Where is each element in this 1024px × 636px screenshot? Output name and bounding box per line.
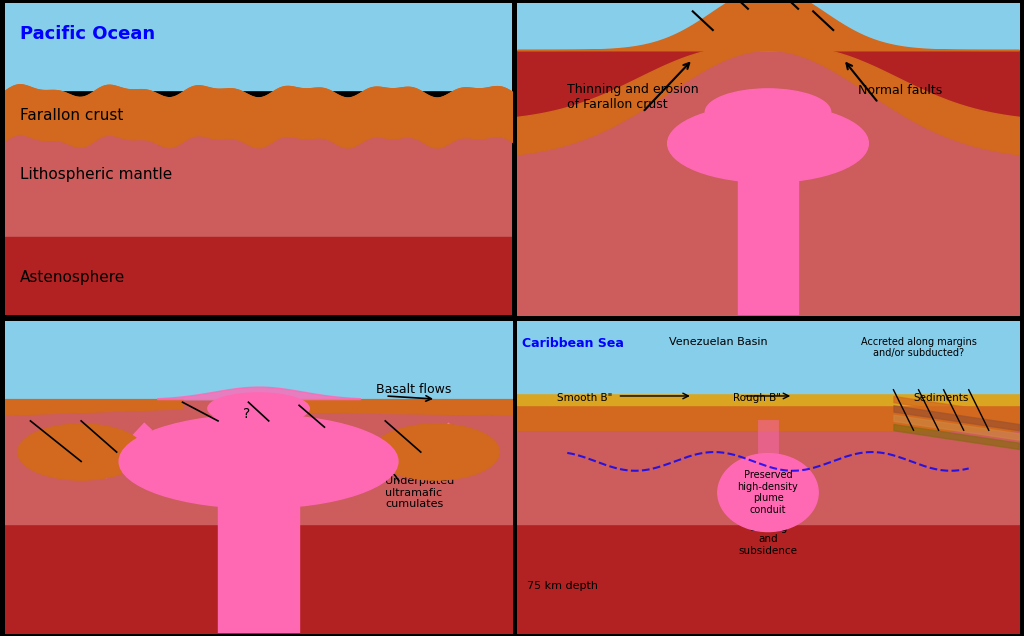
Text: Cooling
and
subsidence: Cooling and subsidence (738, 523, 798, 556)
Ellipse shape (718, 453, 818, 532)
Text: Venezuelan Basin: Venezuelan Basin (669, 337, 767, 347)
Bar (5, 237, 512, 315)
Text: ?: ? (244, 432, 253, 450)
Text: Astenosphere: Astenosphere (20, 270, 126, 285)
Text: Sediments: Sediments (913, 392, 969, 403)
Text: Mantle plume: Mantle plume (135, 470, 230, 484)
Text: Farallon crust: Farallon crust (20, 108, 124, 123)
Text: Preserved
high-density
plume
conduit: Preserved high-density plume conduit (737, 470, 799, 515)
Text: Accreted along margins
and/or subducted?: Accreted along margins and/or subducted? (860, 337, 977, 358)
Text: Pacific Ocean: Pacific Ocean (20, 25, 156, 43)
Text: Caribbean Sea: Caribbean Sea (522, 337, 624, 350)
Ellipse shape (706, 89, 830, 135)
Ellipse shape (208, 393, 309, 424)
Bar (738, 143, 798, 315)
Bar (218, 492, 299, 633)
Ellipse shape (668, 104, 868, 183)
Text: Rough B": Rough B" (733, 392, 781, 403)
Text: Basalt flows: Basalt flows (376, 384, 452, 396)
Text: Mantle plume: Mantle plume (700, 153, 785, 165)
Ellipse shape (373, 424, 500, 480)
Bar (5, 3, 512, 90)
Ellipse shape (119, 415, 398, 508)
Text: ?: ? (244, 407, 251, 421)
Bar (5, 103, 512, 237)
Text: Thinning and erosion
of Farallon crust: Thinning and erosion of Farallon crust (567, 83, 699, 111)
Text: Smooth B": Smooth B" (557, 392, 612, 403)
Text: Normal faults: Normal faults (858, 84, 942, 97)
Text: Underplated
ultramafic
cumulates: Underplated ultramafic cumulates (385, 476, 455, 509)
Text: Lithospheric mantle: Lithospheric mantle (20, 167, 173, 182)
Text: 75 km depth: 75 km depth (527, 581, 598, 591)
Ellipse shape (17, 424, 144, 480)
